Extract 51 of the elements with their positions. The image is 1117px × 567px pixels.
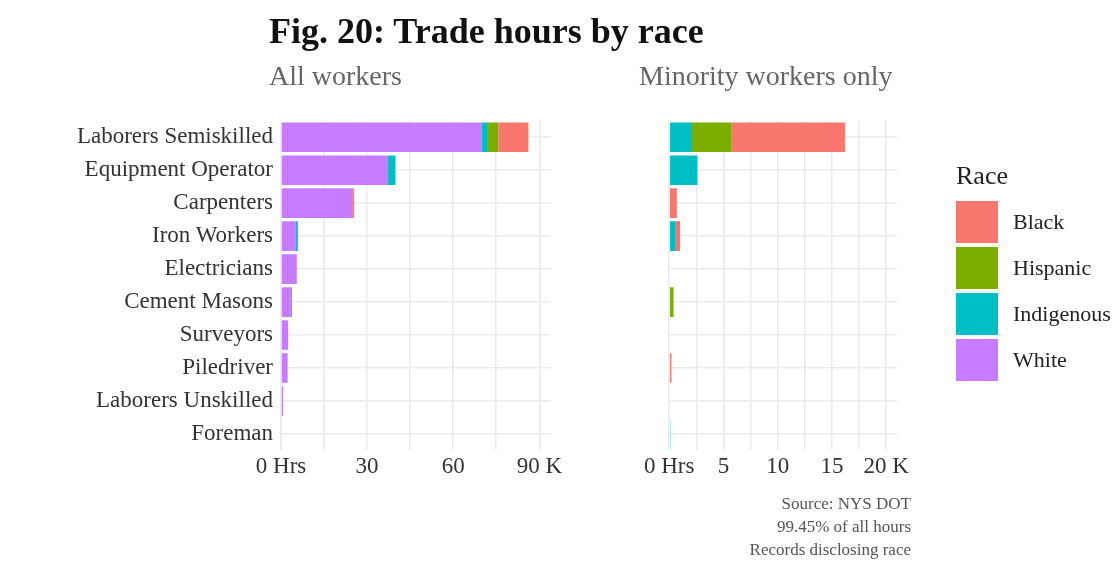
- bar: [281, 353, 288, 383]
- x-tick-label: 20 K: [863, 453, 910, 479]
- x-tick-label: 10: [766, 453, 790, 479]
- legend-label: Indigenous: [1013, 301, 1111, 327]
- bar: [281, 188, 353, 219]
- bar: [670, 155, 698, 186]
- bar: [670, 221, 676, 251]
- bar: [731, 122, 845, 153]
- x-tick-label: 15: [820, 453, 844, 479]
- source-note: Source: NYS DOT: [780, 493, 911, 515]
- bar: [281, 287, 291, 317]
- chart-subtitle: Minority workers only: [639, 60, 893, 92]
- x-tick-label: 90 K: [516, 453, 563, 479]
- legend-title: Race: [956, 161, 1009, 191]
- bar: [281, 155, 389, 186]
- x-tick-label: 60: [441, 453, 465, 479]
- bar: [487, 122, 499, 153]
- bar: [281, 221, 296, 251]
- bar: [675, 221, 681, 251]
- bar: [281, 122, 482, 153]
- y-tick-label: Equipment Operator: [84, 156, 274, 182]
- legend-label: Black: [1013, 209, 1065, 235]
- y-tick-label: Surveyors: [179, 321, 274, 347]
- text: 99.45% of all hours: [775, 516, 911, 538]
- bar: [692, 122, 732, 153]
- bar: [670, 122, 693, 153]
- legend-label: Hispanic: [1013, 255, 1092, 281]
- bar: [388, 155, 396, 186]
- bar: [281, 320, 289, 350]
- bar: [281, 254, 297, 284]
- x-tick-label: 5: [717, 453, 730, 479]
- x-tick-label: 0 Hrs: [643, 453, 695, 479]
- chart-title: Fig. 20: Trade hours by race: [269, 10, 704, 52]
- y-tick-label: Foreman: [191, 419, 274, 445]
- y-tick-label: Iron Workers: [152, 222, 274, 248]
- bar: [481, 122, 488, 153]
- y-tick-label: Cement Masons: [124, 288, 274, 314]
- text: Records disclosing race: [749, 539, 911, 561]
- legend-label: White: [1013, 347, 1067, 373]
- y-tick-label: Carpenters: [173, 189, 274, 215]
- bar: [352, 188, 355, 219]
- bar: [498, 122, 529, 153]
- bar: [670, 188, 677, 219]
- y-tick-label: Piledriver: [182, 354, 274, 380]
- chart-subtitle: All workers: [269, 60, 402, 92]
- y-tick-label: Laborers Semiskilled: [76, 123, 274, 149]
- x-tick-label: 30: [355, 453, 379, 479]
- y-tick-label: Laborers Unskilled: [96, 387, 274, 413]
- y-tick-label: Electricians: [164, 255, 274, 281]
- bar: [670, 287, 674, 317]
- x-tick-label: 0 Hrs: [255, 453, 307, 479]
